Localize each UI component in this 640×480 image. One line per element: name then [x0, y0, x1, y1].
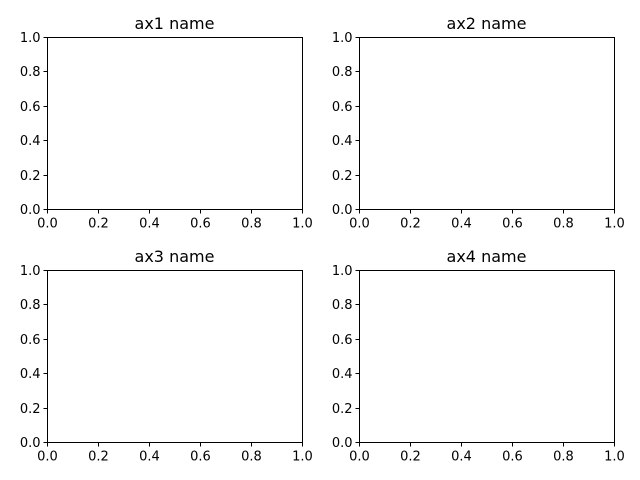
axes-2-ytick-label: 0.4: [332, 134, 353, 149]
axes-2-xtick-label: 0.8: [553, 217, 574, 232]
axes-3-xtick-label: 0.4: [139, 450, 160, 465]
axes-1-ytick-label: 1.0: [20, 31, 41, 46]
axes-1-frame: [47, 37, 303, 210]
axes-3-xtick-label: 0.2: [88, 450, 109, 465]
axes-1-ytick-label: 0.4: [20, 134, 41, 149]
axes-2-ytick-label: 1.0: [332, 31, 353, 46]
axes-2-ytick-label: 0.0: [332, 203, 353, 218]
axes-4-xtick-label: 1.0: [604, 450, 625, 465]
axes-3-xtick-label: 0.8: [241, 450, 262, 465]
axes-2-xtick-label: 1.0: [604, 217, 625, 232]
axes-3-ytick-label: 0.8: [20, 298, 41, 313]
axes-1-xtick-label: 1.0: [292, 217, 313, 232]
axes-3-frame: [47, 270, 303, 443]
axes-4-ytick-label: 0.0: [332, 436, 353, 451]
axes-1: ax1 name 0.0 0.2 0.4 0.6 0.8 1.0 0.0 0.2 0.4 0.6 0.…: [20, 14, 313, 232]
axes-1-ytick-label: 0.2: [20, 169, 41, 184]
axes-1-xtick-label: 0.4: [139, 217, 160, 232]
axes-2-xtick-label: 0.0: [349, 217, 370, 232]
axes-3: ax3 name 0.0 0.2 0.4 0.6 0.8 1.0 0.0 0.2 0.4 0.6 0.…: [20, 247, 313, 465]
axes-4-ytick-label: 0.4: [332, 367, 353, 382]
axes-2-xtick-label: 0.4: [451, 217, 472, 232]
axes-3-ytick-label: 1.0: [20, 264, 41, 279]
axes-1-xtick-label: 0.2: [88, 217, 109, 232]
axes-1-ytick-label: 0.0: [20, 203, 41, 218]
axes-4-xtick-label: 0.6: [502, 450, 523, 465]
axes-3-ytick-label: 0.2: [20, 402, 41, 417]
axes-3-xtick-label: 1.0: [292, 450, 313, 465]
axes-4-xtick-label: 0.2: [400, 450, 421, 465]
axes-2: ax2 name 0.0 0.2 0.4 0.6 0.8 1.0 0.0 0.2 0.4 0.6 0.…: [332, 14, 625, 232]
axes-4-ytick-label: 1.0: [332, 264, 353, 279]
axes-2-ytick-label: 0.2: [332, 169, 353, 184]
axes-1-xtick-label: 0.6: [190, 217, 211, 232]
axes-2-ytick-label: 0.6: [332, 100, 353, 115]
axes-1-ytick-label: 0.6: [20, 100, 41, 115]
axes-4-ytick-label: 0.6: [332, 333, 353, 348]
axes-2-title: ax2 name: [447, 14, 527, 33]
axes-3-xtick-label: 0.6: [190, 450, 211, 465]
axes-1-title: ax1 name: [135, 14, 215, 33]
axes-3-ytick-label: 0.0: [20, 436, 41, 451]
axes-2-xtick-label: 0.2: [400, 217, 421, 232]
axes-4-xtick-label: 0.0: [349, 450, 370, 465]
axes-1-xtick-label: 0.8: [241, 217, 262, 232]
axes-3-xtick-label: 0.0: [37, 450, 58, 465]
axes-4-title: ax4 name: [447, 247, 527, 266]
axes-3-title: ax3 name: [135, 247, 215, 266]
axes-4-ytick-label: 0.8: [332, 298, 353, 313]
axes-4: ax4 name 0.0 0.2 0.4 0.6 0.8 1.0 0.0 0.2 0.4 0.6 0.…: [332, 247, 625, 465]
axes-4-frame: [359, 270, 615, 443]
axes-4-xtick-label: 0.4: [451, 450, 472, 465]
axes-3-ytick-label: 0.6: [20, 333, 41, 348]
axes-3-ytick-label: 0.4: [20, 367, 41, 382]
axes-2-ytick-label: 0.8: [332, 65, 353, 80]
axes-2-xtick-label: 0.6: [502, 217, 523, 232]
axes-4-xtick-label: 0.8: [553, 450, 574, 465]
axes-1-ytick-label: 0.8: [20, 65, 41, 80]
axes-4-ytick-label: 0.2: [332, 402, 353, 417]
axes-1-xtick-label: 0.0: [37, 217, 58, 232]
axes-2-frame: [359, 37, 615, 210]
